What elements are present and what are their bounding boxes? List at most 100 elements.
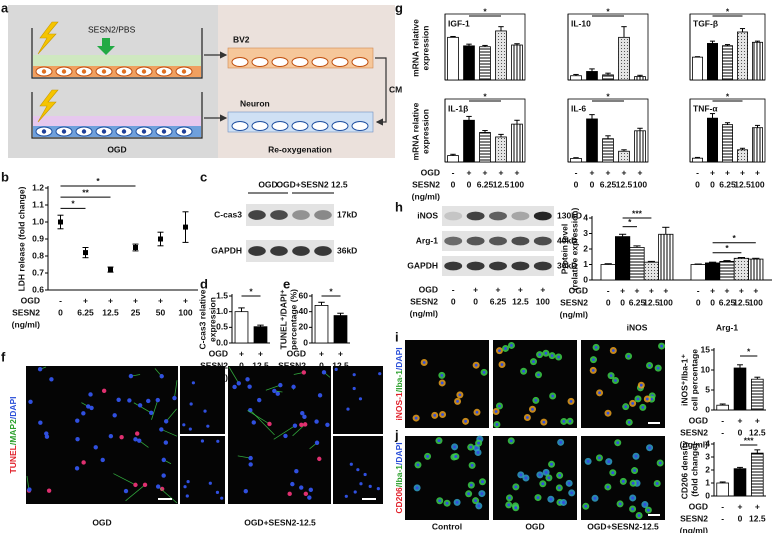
y-tick-label: 1.1 <box>32 199 44 209</box>
bar <box>314 304 329 344</box>
blot-band <box>533 236 552 246</box>
nucleus <box>568 419 572 423</box>
nucleus <box>74 466 80 471</box>
ogd-value: + <box>710 285 715 295</box>
panel-label: g <box>395 0 403 15</box>
nucleus <box>639 383 643 387</box>
nucleus <box>594 345 598 349</box>
nucleus <box>135 431 140 436</box>
caption: OGD <box>92 517 111 527</box>
sesn2-value: 12.5 <box>512 296 529 306</box>
nucleus <box>655 482 659 486</box>
nucleus <box>584 504 588 508</box>
panel-label: c <box>200 169 207 184</box>
nucleus <box>544 470 548 474</box>
nucleus <box>627 354 630 358</box>
nucleus <box>426 454 430 458</box>
group-label: Arg-1 <box>716 322 738 332</box>
nucleus <box>100 457 105 463</box>
sesn2-value: 6.25 <box>719 179 736 189</box>
significance-label: * <box>329 286 333 296</box>
row-label: OGD <box>287 348 306 358</box>
stain-label: CD206/Iba-1/DAPI <box>394 442 404 513</box>
sesn2-value: 0 <box>710 179 715 189</box>
nucleus <box>591 368 595 372</box>
blot-band <box>248 246 266 256</box>
blot-band <box>444 211 463 221</box>
panel-label: e <box>283 276 290 291</box>
nucleus <box>494 410 498 413</box>
ogd-value: - <box>721 501 724 511</box>
chart-title: TNF-α <box>693 103 718 113</box>
sesn2-value: 0 <box>574 179 579 189</box>
bar <box>690 264 706 281</box>
sesn2-value: 100 <box>178 307 192 317</box>
y-tick-label: 40 <box>299 306 309 316</box>
nucleus <box>317 456 322 462</box>
nucleus <box>278 382 283 388</box>
y-tick-label: 3 <box>583 228 588 238</box>
significance-label: * <box>726 6 730 16</box>
stain-part: iNOS-1 <box>394 392 404 421</box>
blot-band <box>314 246 332 256</box>
nucleus <box>159 427 164 432</box>
bar <box>495 30 507 81</box>
scale-bar <box>362 498 376 500</box>
sesn2-value: 12.5 <box>332 360 349 370</box>
sesn2-value: 0 <box>467 179 472 189</box>
nucleus <box>631 481 635 485</box>
nucleus <box>358 397 363 401</box>
nucleus <box>509 439 513 443</box>
nucleus <box>28 399 33 404</box>
bar <box>692 157 704 163</box>
nucleus <box>551 394 555 398</box>
nucleus <box>359 482 363 486</box>
nucleus <box>161 457 166 463</box>
blot-band <box>489 236 507 246</box>
blot-band <box>533 261 552 271</box>
significance-label: * <box>249 286 253 296</box>
sesn2-value: 12.5 <box>749 513 766 523</box>
bar <box>618 36 630 81</box>
bar <box>707 43 719 81</box>
sesn2-value: - <box>721 513 724 523</box>
ogd-value: + <box>635 285 640 295</box>
nucleus <box>611 349 615 352</box>
nucleus <box>562 500 566 504</box>
nucleus <box>616 441 620 445</box>
ogd-value: + <box>338 348 343 358</box>
nucleus <box>464 419 467 423</box>
blot-band <box>511 236 530 246</box>
nucleus <box>191 381 195 385</box>
ogd-value: + <box>473 284 478 294</box>
sesn2-value: 12.5 <box>102 307 119 317</box>
ogd-value: + <box>725 167 730 177</box>
bar <box>629 247 645 281</box>
nucleus <box>606 411 610 415</box>
row-label: OGD <box>689 415 708 425</box>
ogd-value: + <box>755 167 760 177</box>
blot-band <box>292 246 310 256</box>
bar <box>602 74 614 81</box>
blot-size-label: 36kD <box>557 260 577 270</box>
y-tick-label: 2 <box>583 243 588 253</box>
y-tick-label: 1 <box>583 259 588 269</box>
nucleus <box>606 485 610 489</box>
sesn2-value: 12.5 <box>734 179 751 189</box>
sesn2-value: 12.5 <box>252 360 269 370</box>
row-label: OGD <box>569 285 588 295</box>
sesn2-value: 0 <box>738 513 743 523</box>
stain-label: iNOS-1/Iba-1/DAPI <box>394 347 404 420</box>
row-label: (ng/ml) <box>680 439 708 449</box>
scale-bar <box>648 514 660 516</box>
nucleus <box>267 421 272 427</box>
y-tick-label: 0.6 <box>32 284 44 294</box>
nucleus <box>507 503 511 507</box>
nucleus <box>514 485 518 489</box>
blot-band <box>270 246 288 256</box>
nucleus <box>498 404 501 408</box>
nucleus <box>291 384 296 390</box>
cm-arrow <box>375 57 387 126</box>
y-axis-label: (relative expression) <box>569 207 579 290</box>
caption: OGD+SESN2-12.5 <box>587 521 659 531</box>
